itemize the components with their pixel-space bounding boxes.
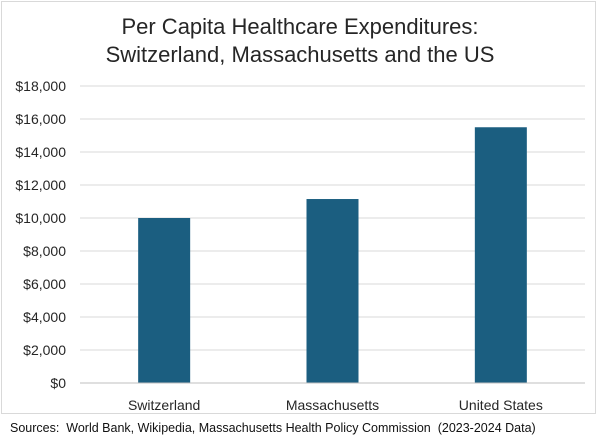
bar-massachusetts (306, 199, 359, 383)
y-tick-label: $16,000 (15, 111, 66, 127)
y-tick-label: $0 (50, 375, 66, 391)
source-note: Sources: World Bank, Wikipedia, Massachu… (10, 421, 536, 435)
x-tick-label: Massachusetts (286, 397, 379, 413)
y-tick-label: $12,000 (15, 177, 66, 193)
y-tick-label: $18,000 (15, 78, 66, 94)
y-tick-label: $8,000 (23, 243, 66, 259)
bar-switzerland (138, 218, 191, 383)
y-tick-label: $10,000 (15, 210, 66, 226)
x-tick-label: United States (459, 397, 543, 413)
chart-title-line-1: Per Capita Healthcare Expenditures: (121, 14, 479, 39)
chart-title-line-2: Switzerland, Massachusetts and the US (105, 42, 495, 67)
y-tick-label: $2,000 (23, 342, 66, 358)
y-tick-label: $4,000 (23, 309, 66, 325)
y-tick-label: $6,000 (23, 276, 66, 292)
x-tick-label: Switzerland (128, 397, 200, 413)
y-tick-label: $14,000 (15, 144, 66, 160)
bar-united-states (474, 127, 527, 383)
